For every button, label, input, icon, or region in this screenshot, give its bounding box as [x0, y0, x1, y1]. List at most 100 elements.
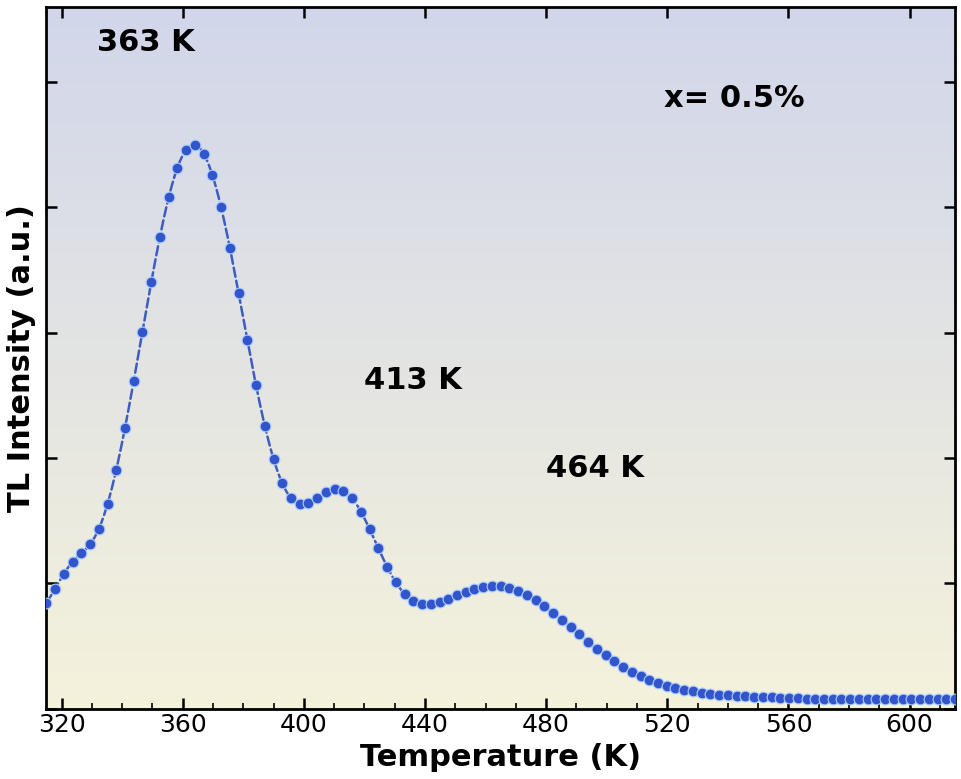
Point [387, 576, 403, 589]
Point [361, 523, 377, 535]
Point [397, 587, 412, 600]
Point [676, 684, 691, 696]
Point [693, 686, 708, 699]
Point [160, 191, 176, 203]
Point [196, 147, 211, 160]
Point [780, 692, 796, 704]
Point [257, 420, 272, 432]
Point [624, 665, 639, 678]
Point [431, 596, 447, 608]
Text: x= 0.5%: x= 0.5% [664, 83, 804, 113]
Point [650, 677, 665, 689]
Point [571, 628, 586, 640]
Text: 363 K: 363 K [97, 28, 195, 57]
Point [47, 583, 62, 595]
Point [746, 690, 761, 703]
Point [667, 682, 682, 694]
Point [947, 693, 961, 706]
Point [301, 497, 316, 509]
Point [720, 689, 735, 701]
Point [457, 586, 473, 598]
Point [597, 649, 612, 661]
Point [684, 686, 700, 698]
Point [64, 555, 80, 568]
Point [117, 421, 133, 434]
Point [283, 492, 299, 504]
Point [579, 636, 595, 648]
Point [466, 583, 481, 595]
Point [83, 538, 98, 551]
Point [205, 169, 220, 182]
Point [825, 693, 840, 706]
Point [876, 693, 892, 706]
Point [38, 597, 54, 609]
Point [100, 498, 115, 510]
Point [91, 523, 107, 535]
Point [763, 691, 778, 703]
Point [187, 139, 203, 151]
Point [353, 506, 368, 518]
Point [179, 143, 194, 156]
Point [274, 477, 289, 489]
Point [754, 691, 770, 703]
Point [56, 568, 71, 580]
Point [606, 655, 622, 668]
Point [239, 334, 255, 347]
Point [135, 326, 150, 338]
Point [641, 674, 656, 686]
Point [379, 561, 394, 573]
Point [615, 661, 630, 673]
Point [492, 580, 507, 593]
Point [169, 161, 185, 174]
Point [344, 492, 359, 505]
Text: 413 K: 413 K [364, 366, 462, 396]
Point [292, 498, 308, 510]
Point [806, 693, 822, 705]
X-axis label: Temperature (K): Temperature (K) [359, 743, 641, 772]
Point [588, 643, 604, 655]
Point [335, 485, 351, 497]
Point [109, 464, 124, 476]
Point [938, 693, 953, 706]
Point [370, 542, 385, 555]
Point [772, 692, 787, 704]
Point [502, 582, 517, 594]
Point [728, 689, 744, 702]
Point [536, 600, 552, 612]
Point [152, 231, 167, 243]
Point [519, 589, 534, 601]
Point [798, 693, 813, 705]
Point [911, 693, 926, 706]
Point [449, 589, 464, 601]
Point [562, 621, 578, 633]
Point [921, 693, 936, 706]
Point [440, 593, 456, 605]
Point [554, 614, 569, 626]
Point [816, 693, 831, 705]
Point [213, 201, 229, 213]
Point [265, 453, 281, 465]
Point [737, 690, 752, 703]
Point [483, 580, 499, 592]
Point [658, 679, 674, 692]
Point [789, 692, 804, 704]
Point [545, 606, 560, 619]
Point [231, 287, 246, 299]
Text: 464 K: 464 K [546, 454, 644, 483]
Point [309, 492, 325, 505]
Point [143, 277, 159, 289]
Point [318, 486, 333, 499]
Point [248, 379, 263, 392]
Y-axis label: TL Intensity (a.u.): TL Intensity (a.u.) [7, 204, 36, 512]
Point [929, 693, 945, 706]
Point [423, 598, 438, 611]
Point [528, 594, 543, 606]
Point [902, 693, 918, 706]
Point [833, 693, 849, 706]
Point [475, 580, 490, 593]
Point [842, 693, 857, 706]
Point [632, 670, 648, 682]
Point [406, 595, 421, 608]
Point [859, 693, 875, 706]
Point [894, 693, 909, 706]
